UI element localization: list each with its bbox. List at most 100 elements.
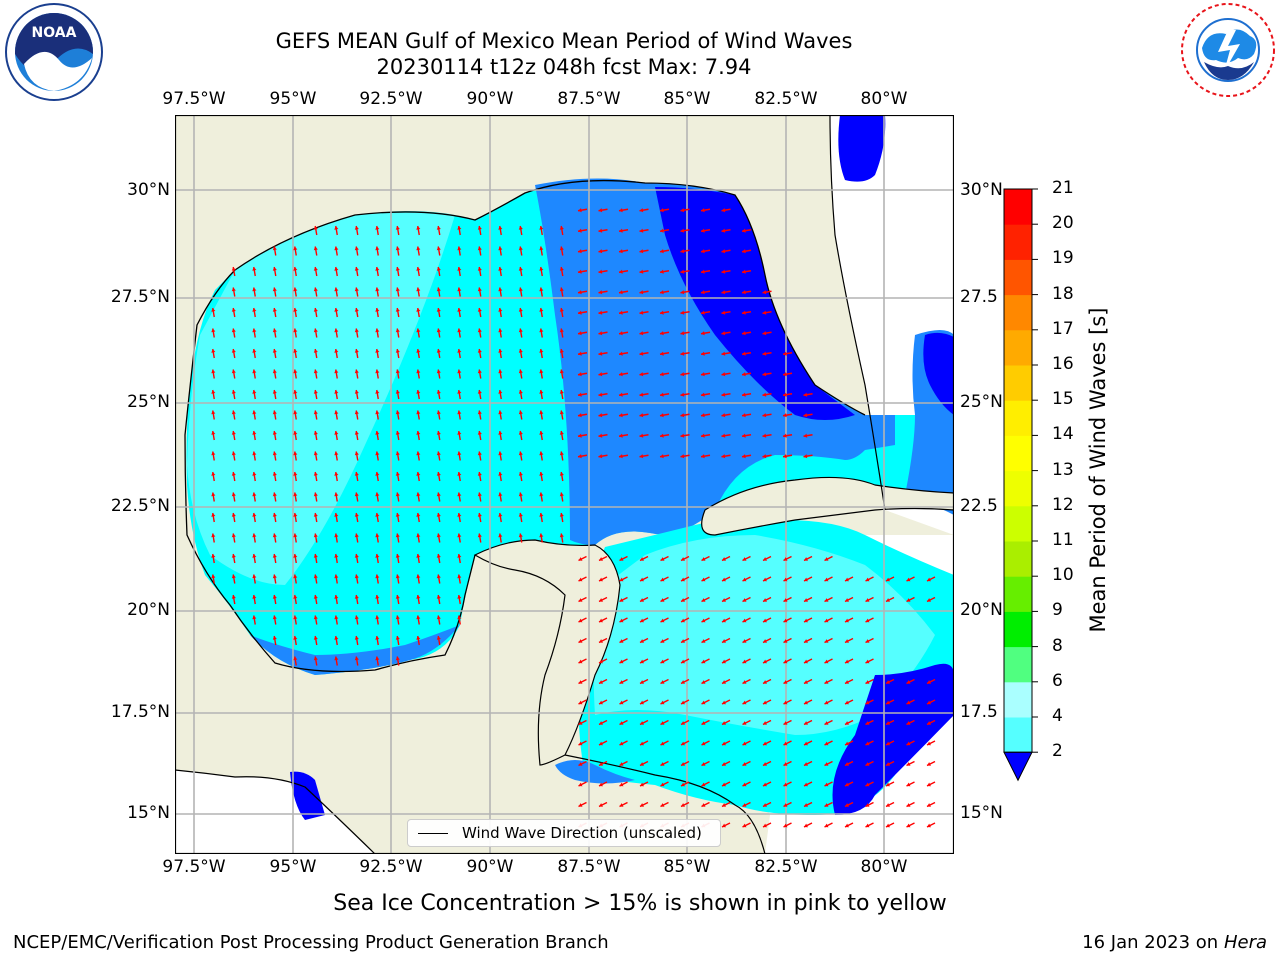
wave-arrowhead xyxy=(293,656,298,661)
wave-arrowhead xyxy=(477,533,482,538)
wave-arrowhead xyxy=(395,533,400,538)
colorbar-segment xyxy=(1004,611,1032,648)
wave-arrowhead xyxy=(722,577,726,582)
wave-arrowhead xyxy=(416,226,421,230)
wave-arrowhead xyxy=(477,328,482,333)
wave-arrowhead xyxy=(293,410,298,415)
wave-arrowhead xyxy=(539,513,544,517)
wave-arrowhead xyxy=(701,700,706,705)
wave-arrowhead xyxy=(252,369,257,374)
wave-arrowhead xyxy=(354,472,359,476)
wave-arrowhead xyxy=(518,492,523,497)
wave-arrowhead xyxy=(701,762,706,766)
wave-arrowhead xyxy=(845,680,849,684)
colorbar-tick-label: 13 xyxy=(1052,459,1074,480)
wave-arrowhead xyxy=(804,782,808,787)
wave-arrowhead xyxy=(578,639,583,643)
wave-arrowhead xyxy=(578,721,583,725)
wave-arrowhead xyxy=(640,577,644,582)
wave-arrowhead xyxy=(640,680,644,684)
wave-arrowhead xyxy=(742,680,747,684)
wave-arrowhead xyxy=(354,287,359,292)
wave-arrowhead xyxy=(272,615,277,620)
wave-arrowhead xyxy=(354,246,359,251)
wave-arrowhead xyxy=(783,782,788,787)
wave-arrowhead xyxy=(211,390,216,394)
wave-arrowhead xyxy=(354,574,359,579)
wave-arrowhead xyxy=(498,513,503,517)
wave-arrowhead xyxy=(845,803,849,807)
wave-arrowhead xyxy=(681,618,685,623)
wave-arrowhead xyxy=(722,803,726,807)
wave-arrowhead xyxy=(681,577,685,582)
wave-arrowhead xyxy=(804,557,808,561)
wave-arrowhead xyxy=(375,656,380,661)
wave-arrowhead xyxy=(927,700,931,705)
wave-arrowhead xyxy=(354,656,359,661)
wave-arrowhead xyxy=(619,433,623,438)
wave-arrowhead xyxy=(375,492,380,497)
wave-arrowhead xyxy=(334,267,339,271)
colorbar-tick-label: 14 xyxy=(1052,424,1074,445)
wave-arrowhead xyxy=(231,308,236,312)
wave-arrowhead xyxy=(559,349,564,353)
wave-arrowhead xyxy=(762,413,767,418)
wave-arrowhead xyxy=(927,598,931,602)
wave-arrowhead xyxy=(477,451,482,456)
wave-arrowhead xyxy=(598,413,603,418)
wave-arrowhead xyxy=(783,372,787,377)
lon-tick-label: 92.5°W xyxy=(359,857,423,877)
wave-arrowhead xyxy=(824,639,829,643)
wave-arrowhead xyxy=(701,454,705,459)
wave-arrowhead xyxy=(660,598,665,602)
wave-arrowhead xyxy=(272,328,277,333)
wave-arrowhead xyxy=(334,369,339,374)
wave-arrowhead xyxy=(436,554,441,558)
wave-arrowhead xyxy=(598,310,603,315)
wave-arrowhead xyxy=(498,390,503,394)
wave-arrowhead xyxy=(211,308,216,312)
wave-arrowhead xyxy=(742,700,747,705)
colorbar-tick-label: 11 xyxy=(1052,530,1074,550)
wave-arrowhead xyxy=(334,287,339,292)
wave-arrowhead xyxy=(477,513,482,517)
wave-arrowhead xyxy=(559,246,564,251)
wave-arrowhead xyxy=(660,208,664,213)
colorbar-segment xyxy=(1004,717,1032,753)
wave-arrowhead xyxy=(354,595,359,599)
wave-arrowhead xyxy=(804,823,808,828)
wave-arrowhead xyxy=(436,513,441,517)
wave-arrowhead xyxy=(272,390,277,394)
wave-arrowhead xyxy=(252,595,257,599)
wave-arrowhead xyxy=(722,782,726,787)
wave-arrowhead xyxy=(640,557,644,561)
wave-arrowhead xyxy=(578,228,582,233)
wave-arrowhead xyxy=(742,782,747,787)
wave-arrowhead xyxy=(211,513,216,517)
wave-arrowhead xyxy=(313,636,318,640)
wave-arrowhead xyxy=(498,472,503,476)
wave-arrowhead xyxy=(660,351,664,356)
wave-arrowhead xyxy=(272,308,277,312)
wave-arrowhead xyxy=(375,308,380,312)
wave-arrowhead xyxy=(375,246,380,251)
wave-arrowhead xyxy=(578,351,582,356)
lon-tick-label: 95°W xyxy=(269,89,317,109)
wave-arrowhead xyxy=(619,803,624,807)
wave-arrowhead xyxy=(313,554,318,558)
wave-arrowhead xyxy=(231,574,236,579)
wave-arrowhead xyxy=(477,267,482,271)
wave-arrowhead xyxy=(701,680,706,684)
lat-tick-label: 20°N xyxy=(127,600,170,620)
wave-arrowhead xyxy=(498,410,503,415)
wave-arrowhead xyxy=(742,803,747,807)
wave-arrowhead xyxy=(886,721,890,725)
wave-arrowhead xyxy=(272,492,277,497)
wave-arrowhead xyxy=(395,410,400,415)
wave-arrowhead xyxy=(354,308,359,312)
wave-arrowhead xyxy=(578,290,582,295)
wave-arrowhead xyxy=(824,618,829,623)
wave-arrowhead xyxy=(639,331,644,336)
wave-arrowhead xyxy=(804,577,808,582)
wave-arrowhead xyxy=(334,533,339,538)
